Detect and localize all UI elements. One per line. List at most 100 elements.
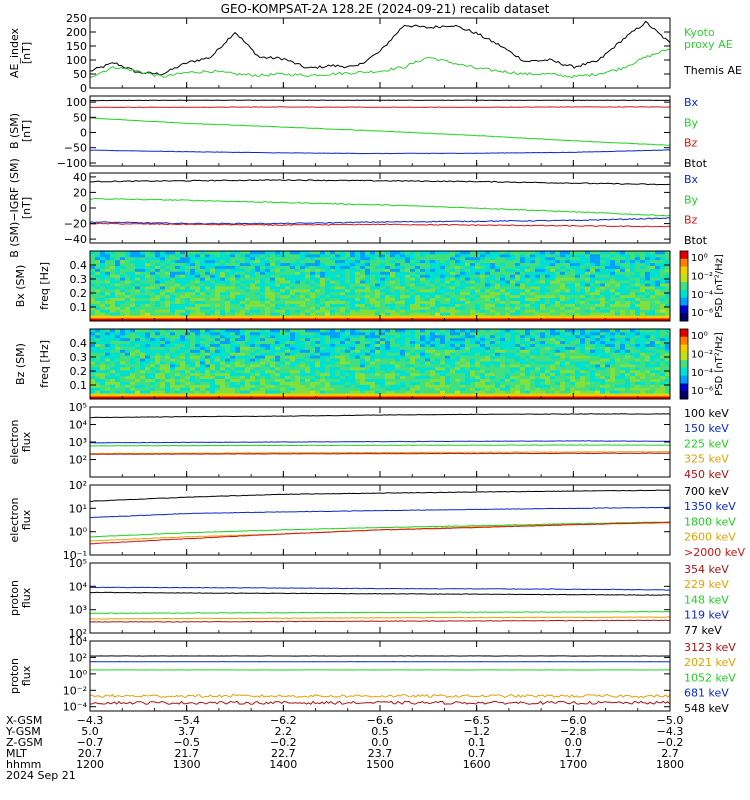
spectrogram-cell: [545, 315, 551, 319]
spectrogram-cell: [320, 372, 326, 377]
spectrogram-cell: [420, 256, 426, 261]
spectrogram-cell: [125, 343, 131, 347]
spectrogram-cell: [175, 390, 181, 394]
spectrogram-cell: [540, 306, 546, 310]
spectrogram-cell: [640, 312, 646, 316]
spectrogram-cell: [460, 259, 466, 264]
spectrogram-cell: [515, 291, 521, 296]
spectrogram-cell: [240, 268, 246, 272]
spectrogram-cell: [310, 390, 316, 394]
spectrogram-cell: [90, 358, 96, 362]
spectrogram-cell: [655, 259, 661, 264]
spectrogram-cell: [355, 358, 361, 362]
spectrogram-cell: [355, 372, 361, 377]
spectrogram-cell: [265, 288, 271, 293]
spectrogram-cell: [310, 384, 316, 388]
spectrogram-cell: [105, 303, 111, 307]
spectrogram-cell: [545, 265, 551, 269]
spectrogram-cell: [435, 300, 441, 304]
spectrogram-cell: [380, 387, 386, 391]
spectrogram-cell: [365, 309, 371, 313]
spectrogram-cell: [100, 387, 106, 391]
spectrogram-cell: [95, 334, 101, 339]
spectrogram-cell: [370, 300, 376, 304]
spectrogram-cell: [445, 306, 451, 310]
spectrogram-cell: [470, 306, 476, 310]
spectrogram-cell: [235, 309, 241, 313]
spectrogram-cell: [380, 381, 386, 385]
spectrogram-cell: [375, 291, 381, 296]
spectrogram-cell: [100, 349, 106, 353]
spectrogram-cell: [400, 271, 406, 275]
spectrogram-cell: [415, 369, 421, 374]
spectrogram-cell: [90, 349, 96, 353]
spectrogram-cell: [120, 306, 126, 310]
spectrogram-cell: [345, 364, 351, 368]
spectrogram-cell: [540, 303, 546, 307]
spectrogram-cell: [165, 369, 171, 374]
spectrogram-cell: [280, 390, 286, 394]
spectrogram-cell: [200, 343, 206, 347]
spectrogram-cell: [175, 256, 181, 261]
spectrogram-cell: [485, 364, 491, 368]
spectrogram-cell: [130, 303, 136, 307]
spectrogram-cell: [350, 334, 356, 339]
spectrogram-cell: [190, 297, 196, 301]
spectrogram-cell: [620, 294, 626, 299]
spectrogram-cell: [330, 364, 336, 368]
spectrogram-cell: [400, 283, 406, 287]
spectrogram-cell: [150, 262, 156, 266]
spectrogram-cell: [430, 366, 436, 371]
spectrogram-cell: [455, 297, 461, 301]
spectrogram-cell: [105, 294, 111, 299]
spectrogram-cell: [125, 256, 131, 261]
spectrogram-cell: [480, 331, 486, 336]
spectrogram-cell: [195, 309, 201, 313]
spectrogram-cell: [385, 297, 391, 301]
spectrogram-cell: [580, 300, 586, 304]
spectrogram-cell: [425, 288, 431, 293]
spectrogram-cell: [305, 277, 311, 281]
spectrogram-cell: [415, 291, 421, 296]
spectrogram-cell: [100, 346, 106, 350]
spectrogram-cell: [665, 259, 671, 264]
spectrogram-cell: [245, 372, 251, 377]
spectrogram-cell: [180, 280, 186, 284]
spectrogram-cell: [285, 315, 291, 319]
spectrogram-cell: [245, 384, 251, 388]
spectrogram-cell: [665, 300, 671, 304]
spectrogram-cell: [455, 384, 461, 388]
spectrogram-cell: [125, 352, 131, 356]
spectrogram-cell: [325, 318, 331, 322]
spectrogram-cell: [650, 268, 656, 272]
spectrogram-cell: [245, 329, 251, 333]
spectrogram-cell: [255, 349, 261, 353]
spectrogram-cell: [620, 309, 626, 313]
spectrogram-cell: [465, 364, 471, 368]
spectrogram-cell: [245, 315, 251, 319]
spectrogram-cell: [425, 366, 431, 371]
spectrogram-cell: [475, 318, 481, 322]
spectrogram-cell: [395, 315, 401, 319]
spectrogram-cell: [560, 306, 566, 310]
x-ticks-ae: [89, 18, 671, 88]
spectrogram-cell: [485, 349, 491, 353]
spectrogram-cell: [150, 291, 156, 296]
spectrogram-cell: [630, 271, 636, 275]
spectrogram-cell: [295, 256, 301, 261]
spectrogram-cell: [150, 390, 156, 394]
spectrogram-cell: [275, 288, 281, 293]
spectrogram-cell: [260, 387, 266, 391]
spectrogram-cell: [385, 375, 391, 379]
spectrogram-cell: [210, 253, 216, 258]
spectrogram-cell: [615, 268, 621, 272]
spectrogram-cell: [315, 393, 321, 397]
spectrogram-cell: [325, 364, 331, 368]
spectrogram-cell: [435, 331, 441, 336]
spectrogram-cell: [585, 286, 591, 290]
spectrogram-cell: [425, 318, 431, 322]
spectrogram-cell: [255, 393, 261, 397]
spectrogram-cell: [440, 271, 446, 275]
spectrogram-cell: [525, 265, 531, 269]
spectrogram-cell: [145, 300, 151, 304]
